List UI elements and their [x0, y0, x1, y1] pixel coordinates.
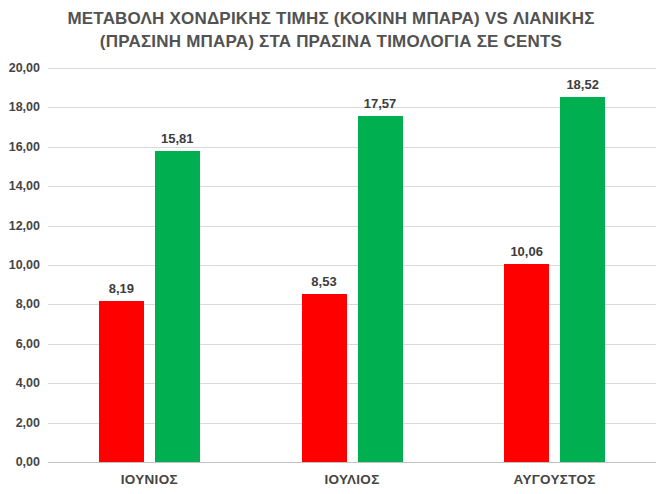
- y-axis-tick-label: 2,00: [0, 416, 40, 431]
- bar-value-label: 8,19: [79, 281, 163, 297]
- y-gridline: [48, 68, 656, 69]
- y-axis-tick-label: 10,00: [0, 258, 40, 273]
- bar-red-2: [302, 294, 347, 462]
- y-axis-tick-label: 20,00: [0, 61, 40, 76]
- x-axis-category-label: ΑΥΓΟΥΣΤΟΣ: [470, 471, 640, 488]
- chart-title-line-1: ΜΕΤΑΒΟΛΗ ΧΟΝΔΡΙΚΗΣ ΤΙΜΗΣ (ΚΟΚΙΝΗ ΜΠΑΡΑ) …: [0, 7, 662, 30]
- y-axis-tick-label: 12,00: [0, 219, 40, 234]
- y-axis-tick-label: 6,00: [0, 337, 40, 352]
- bar-chart: ΜΕΤΑΒΟΛΗ ΧΟΝΔΡΙΚΗΣ ΤΙΜΗΣ (ΚΟΚΙΝΗ ΜΠΑΡΑ) …: [0, 0, 662, 494]
- x-axis-category-label: ΙΟΥΛΙΟΣ: [267, 471, 437, 488]
- y-axis-tick-label: 14,00: [0, 179, 40, 194]
- bar-red-3: [504, 264, 549, 462]
- bar-value-label: 17,57: [338, 96, 422, 112]
- chart-title: ΜΕΤΑΒΟΛΗ ΧΟΝΔΡΙΚΗΣ ΤΙΜΗΣ (ΚΟΚΙΝΗ ΜΠΑΡΑ) …: [0, 7, 662, 53]
- bar-value-label: 15,81: [135, 131, 219, 147]
- bar-value-label: 8,53: [282, 274, 366, 290]
- y-axis-tick-label: 8,00: [0, 297, 40, 312]
- x-axis-category-label: ΙΟΥΝΙΟΣ: [64, 471, 234, 488]
- bar-green-3: [560, 97, 605, 462]
- chart-title-line-2: (ΠΡΑΣΙΝΗ ΜΠΑΡΑ) ΣΤΑ ΠΡΑΣΙΝΑ ΤΙΜΟΛΟΓΙΑ ΣΕ…: [0, 30, 662, 53]
- bar-green-2: [358, 116, 403, 462]
- x-axis-line: [48, 462, 656, 463]
- bar-value-label: 10,06: [485, 244, 569, 260]
- bar-green-1: [155, 151, 200, 462]
- bar-red-1: [99, 301, 144, 462]
- y-axis-tick-label: 16,00: [0, 140, 40, 155]
- bar-value-label: 18,52: [541, 77, 625, 93]
- y-axis-tick-label: 0,00: [0, 455, 40, 470]
- y-axis-tick-label: 4,00: [0, 376, 40, 391]
- y-axis-tick-label: 18,00: [0, 100, 40, 115]
